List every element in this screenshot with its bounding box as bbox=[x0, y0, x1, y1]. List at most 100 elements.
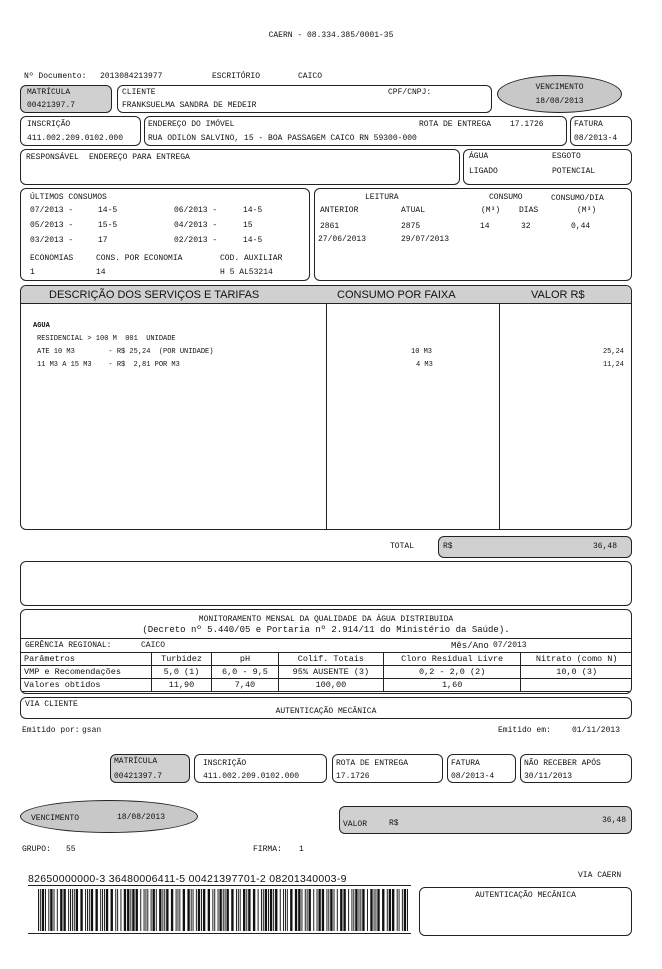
column-divider bbox=[326, 304, 327, 529]
header-valor: VALOR R$ bbox=[531, 289, 585, 301]
via-cliente-label: VIA CLIENTE bbox=[25, 700, 78, 709]
cell: 100,00 bbox=[277, 678, 384, 692]
consumo-valor: 15 bbox=[243, 221, 253, 230]
barcode-bar bbox=[351, 889, 353, 931]
currency: R$ bbox=[389, 819, 399, 828]
barcode-bar bbox=[71, 889, 73, 931]
divider bbox=[28, 933, 411, 934]
mes-value: 07/2013 bbox=[493, 641, 527, 650]
barcode-bar bbox=[391, 889, 395, 931]
page-title: CAERN - 08.334.385/0001-35 bbox=[268, 31, 394, 40]
barcode-bar bbox=[366, 889, 368, 931]
mes-label: Mês/Ano bbox=[451, 641, 489, 651]
label: NÃO RECEBER APÓS bbox=[524, 759, 601, 768]
canhoto-vencimento-ellipse: VENCIMENTO 18/08/2013 bbox=[20, 800, 198, 833]
emitido-por-value: gsan bbox=[82, 726, 102, 735]
fatura-box: FATURA 08/2013-4 bbox=[570, 116, 632, 146]
cell: pH bbox=[211, 652, 279, 666]
leitura-anterior: 2861 bbox=[320, 222, 340, 231]
qualidade-table: Parâmetros Turbidez pH Colif. Totais Cloro R… bbox=[21, 652, 631, 692]
value: 17.1726 bbox=[336, 772, 370, 781]
barcode-bar bbox=[202, 889, 206, 931]
barcode-bar bbox=[308, 889, 311, 931]
faixa-value: 4 M3 bbox=[416, 361, 433, 369]
cod-auxiliar-value: H 5 AL53214 bbox=[220, 268, 273, 277]
canhoto-inscricao-box: INSCRIÇÃO 411.002.209.0102.000 bbox=[194, 754, 327, 783]
cliente-box: CLIENTE CPF/CNPJ: FRANKSUELMA SANDRA DE … bbox=[117, 85, 492, 113]
endereco-label: ENDEREÇO DO IMÓVEL bbox=[148, 120, 235, 129]
label: ROTA DE ENTREGA bbox=[336, 759, 409, 768]
barcode-bar bbox=[207, 889, 211, 931]
barcode-bar bbox=[330, 889, 333, 931]
barcode-bar bbox=[257, 889, 259, 931]
table-row: Parâmetros Turbidez pH Colif. Totais Cloro R… bbox=[21, 652, 631, 666]
label: FATURA bbox=[451, 759, 480, 768]
data-anterior: 27/06/2013 bbox=[318, 235, 367, 244]
barcode-bar bbox=[273, 889, 275, 931]
cell: 11,90 bbox=[150, 678, 213, 692]
barcode-bar bbox=[80, 889, 83, 931]
barcode-bar bbox=[237, 889, 239, 931]
barcode-bar bbox=[348, 889, 350, 931]
barcode-bar bbox=[70, 889, 71, 931]
barcode-bar bbox=[192, 889, 194, 931]
cell: Colif. Totais bbox=[277, 652, 384, 666]
cell: Parâmetros bbox=[21, 652, 152, 666]
inscricao-value: 411.002.209.0102.000 bbox=[27, 134, 124, 143]
barcode-bar bbox=[87, 889, 88, 931]
autenticacao-label: AUTENTICAÇÃO MECÂNICA bbox=[275, 707, 377, 716]
barcode-bar bbox=[306, 889, 308, 931]
consumo-valor: 15-5 bbox=[98, 221, 118, 230]
consumo-mes: 06/2013 - bbox=[174, 206, 218, 215]
m3-dia-label: (M³) bbox=[577, 206, 597, 215]
barcode-bar bbox=[217, 889, 219, 931]
barcode-bar bbox=[360, 889, 362, 931]
label: VALOR bbox=[343, 820, 368, 829]
barcode-bar bbox=[401, 889, 403, 931]
barcode-bar bbox=[143, 889, 145, 931]
label: MATRÍCULA bbox=[114, 757, 158, 766]
canhoto-rota-box: ROTA DE ENTREGA 17.1726 bbox=[332, 754, 443, 783]
barcode-bar bbox=[115, 889, 117, 931]
barcode-bar bbox=[123, 889, 127, 931]
firma-value: 1 bbox=[299, 845, 304, 854]
cell: 6,0 - 9,5 bbox=[211, 665, 279, 679]
cliente-name: FRANKSUELMA SANDRA DE MEDEIR bbox=[122, 101, 257, 110]
barcode-bar bbox=[396, 889, 398, 931]
barcode-bar bbox=[195, 889, 197, 931]
barcode-bar bbox=[252, 889, 256, 931]
barcode-bar bbox=[316, 889, 318, 931]
consumo-label: CONSUMO bbox=[489, 193, 523, 202]
leitura-label: LEITURA bbox=[365, 193, 399, 202]
barcode-bar bbox=[321, 889, 325, 931]
qualidade-box: MONITORAMENTO MENSAL DA QUALIDADE DA ÁGU… bbox=[20, 609, 632, 694]
total-value: 36,48 bbox=[592, 542, 617, 551]
barcode-bar bbox=[56, 889, 58, 931]
canhoto-fatura-box: FATURA 08/2013-4 bbox=[447, 754, 516, 783]
cell: 7,40 bbox=[211, 678, 279, 692]
barcode-bar bbox=[182, 889, 186, 931]
faixa-value: 10 M3 bbox=[411, 348, 433, 356]
consumo-valor: 14-5 bbox=[243, 236, 263, 245]
barcode-bar bbox=[132, 889, 135, 931]
rota-label: ROTA DE ENTREGA bbox=[419, 120, 492, 129]
barcode-bar bbox=[135, 889, 138, 931]
barcode-bar bbox=[268, 889, 269, 931]
divider bbox=[28, 885, 411, 886]
cod-auxiliar-label: COD. AUXILIAR bbox=[220, 254, 283, 263]
barcode-bar bbox=[117, 889, 119, 931]
barcode-bar bbox=[403, 889, 407, 931]
fatura-label: FATURA bbox=[574, 120, 603, 129]
barcode bbox=[38, 889, 408, 931]
consumo-valor: 14-5 bbox=[243, 206, 263, 215]
barcode-bar bbox=[120, 889, 122, 931]
autenticacao-box: AUTENTICAÇÃO MECÂNICA bbox=[419, 887, 632, 936]
barcode-bar bbox=[340, 889, 343, 931]
cell: 10,0 (3) bbox=[520, 665, 631, 679]
cell: 1,60 bbox=[382, 678, 522, 692]
responsavel-box: RESPONSÁVEL ENDEREÇO PARA ENTREGA bbox=[20, 149, 460, 185]
cell: VMP e Recomendações bbox=[21, 665, 152, 679]
via-cliente-box: VIA CLIENTE AUTENTICAÇÃO MECÂNICA bbox=[20, 697, 632, 719]
esgoto-label: ESGOTO bbox=[552, 152, 581, 161]
barcode-bar bbox=[41, 889, 45, 931]
